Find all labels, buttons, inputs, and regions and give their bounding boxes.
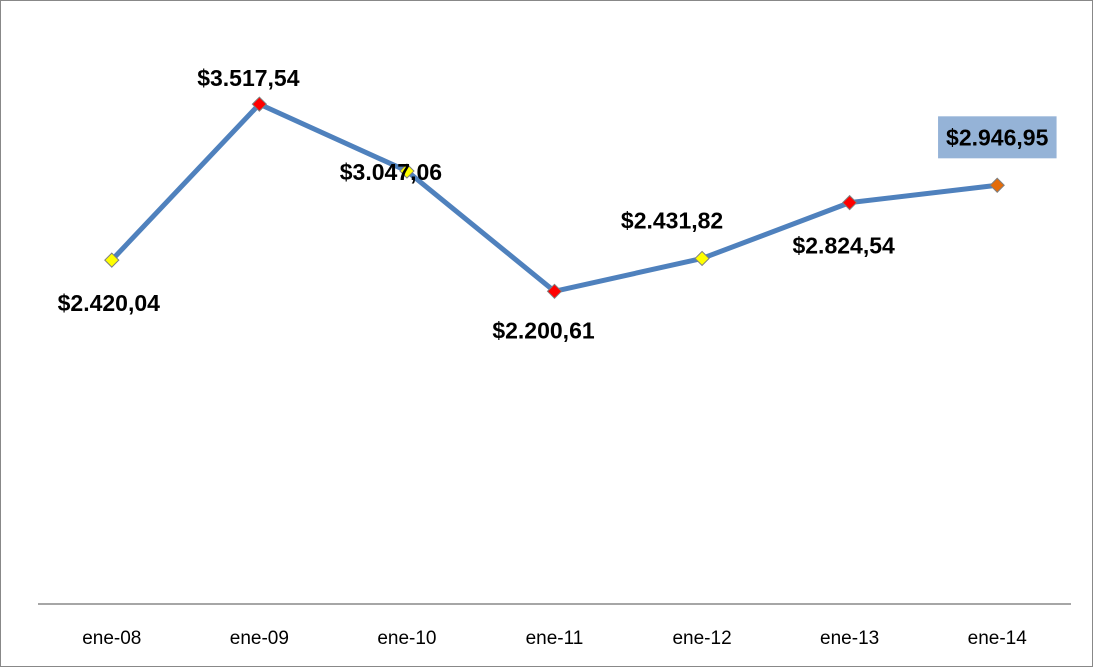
data-label: $2.824,54 <box>792 233 895 259</box>
data-label: $2.200,61 <box>492 317 595 343</box>
marker <box>104 252 120 268</box>
data-label: $2.420,04 <box>58 290 161 316</box>
marker <box>399 163 415 179</box>
data-label: $3.517,54 <box>197 65 300 91</box>
marker <box>251 96 268 112</box>
x-tick-label: ene-12 <box>672 628 731 649</box>
x-tick-label: ene-14 <box>968 628 1028 649</box>
x-tick-label: ene-11 <box>526 628 584 649</box>
data-label: $3.047,06 <box>340 159 442 185</box>
x-tick-label: ene-13 <box>820 628 879 649</box>
data-label: $2.946,95 <box>946 124 1049 150</box>
marker <box>694 250 710 267</box>
data-label-background <box>938 116 1057 159</box>
x-tick-label: ene-08 <box>82 628 141 649</box>
x-tick-label: ene-09 <box>230 628 289 649</box>
x-tick-label: ene-10 <box>377 628 436 649</box>
marker <box>546 283 563 300</box>
data-label: $2.431,82 <box>621 208 723 234</box>
marker <box>989 177 1005 193</box>
marker <box>841 194 858 211</box>
